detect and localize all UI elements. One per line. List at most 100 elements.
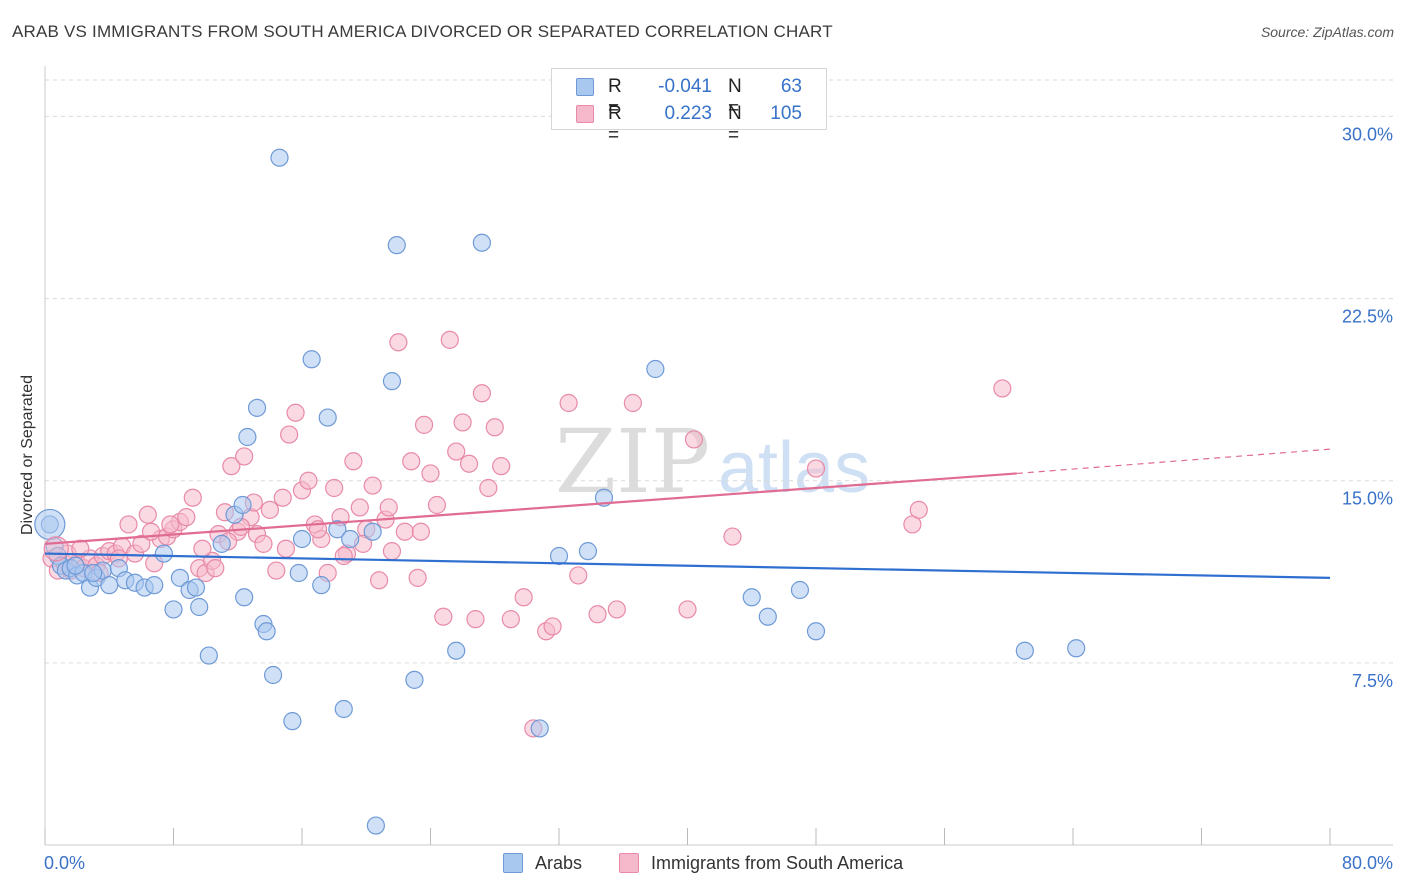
arab-point — [145, 576, 164, 595]
immigrant-point — [183, 488, 202, 507]
immigrant-point — [414, 415, 434, 434]
immigrant-point — [260, 500, 279, 519]
immigrant-point — [723, 527, 742, 546]
arab-point — [283, 712, 302, 731]
arab-point — [34, 508, 66, 541]
y-tick-label: 15.0% — [1342, 489, 1393, 509]
arab-point — [341, 529, 360, 549]
arab-point — [758, 607, 777, 626]
y-tick-label: 30.0% — [1342, 124, 1393, 144]
immigrant-point — [472, 384, 491, 403]
immigrant-point — [402, 452, 421, 471]
immigrant-point — [177, 508, 196, 527]
immigrant-point — [678, 600, 697, 619]
arab-point — [186, 578, 206, 597]
arab-point — [806, 622, 826, 641]
immigrant-point — [909, 500, 928, 519]
n-label: N = — [728, 103, 742, 146]
arab-point — [164, 600, 183, 619]
immigrant-point — [447, 442, 466, 461]
arab-point — [238, 427, 257, 447]
chart-title: ARAB VS IMMIGRANTS FROM SOUTH AMERICA DI… — [12, 22, 833, 41]
immigrant-point — [492, 457, 511, 476]
arab-point — [199, 646, 218, 665]
arab-point — [170, 568, 190, 587]
arab-point — [578, 542, 598, 561]
arab-point — [447, 641, 466, 660]
immigrant-point — [286, 403, 305, 422]
arab-point — [318, 408, 337, 427]
immigrant-point — [334, 546, 353, 566]
immigrant-point — [389, 333, 408, 352]
r-value: 0.223 — [664, 103, 712, 124]
x-tick-label: 80.0% — [1342, 853, 1393, 873]
immigrant-point — [344, 452, 363, 471]
immigrant-point — [501, 610, 520, 629]
chart-source: Source: ZipAtlas.com — [1260, 24, 1394, 40]
immigrant-point — [267, 561, 286, 580]
immigrant-trend-extension — [1016, 448, 1331, 475]
arab-point — [289, 563, 308, 583]
correlation-legend: R = -0.041 N = 63 R = 0.223 N = 105 — [551, 68, 827, 146]
immigrants-legend-swatch — [619, 853, 639, 873]
r-label: R = — [608, 76, 622, 119]
arab-point — [549, 546, 569, 566]
immigrant-trend-line — [44, 472, 1017, 545]
immigrant-point — [299, 471, 318, 490]
series-legend: Arabs Immigrants from South America — [0, 851, 1406, 879]
immigrant-point — [222, 457, 241, 476]
immigrant-point — [607, 600, 626, 619]
arab-point — [1015, 641, 1034, 660]
immigrant-point — [440, 330, 459, 349]
n-value: 105 — [770, 103, 802, 124]
immigrant-point — [161, 515, 180, 534]
arab-point — [247, 398, 267, 417]
arab-point — [292, 529, 312, 549]
immigrant-point — [588, 605, 607, 624]
immigrant-point — [623, 393, 642, 413]
arab-point — [190, 597, 209, 617]
immigrant-point — [569, 566, 588, 585]
immigrant-point — [466, 610, 485, 629]
immigrants-swatch — [576, 105, 594, 123]
arab-point — [472, 233, 491, 252]
immigrant-point — [411, 522, 430, 541]
arab-point — [66, 556, 85, 575]
immigrant-point — [453, 413, 472, 432]
arab-point — [530, 719, 549, 738]
immigrant-point — [395, 522, 414, 541]
immigrant-point — [806, 459, 826, 478]
arab-point — [790, 580, 810, 600]
legend-item-arabs: Arabs — [535, 853, 583, 873]
arab-point — [84, 563, 103, 583]
immigrant-point — [138, 505, 157, 524]
watermark-atlas: atlas — [718, 428, 870, 508]
arab-point — [235, 588, 254, 607]
arabs-swatch — [576, 78, 594, 96]
y-tick-label: 22.5% — [1342, 307, 1393, 327]
immigrant-point — [543, 617, 562, 636]
arab-point — [263, 665, 283, 685]
r-label: R = — [608, 103, 622, 146]
immigrant-point — [459, 454, 479, 473]
immigrant-point — [379, 498, 398, 517]
watermark-zip: ZIP — [555, 410, 710, 513]
arab-point — [1067, 639, 1086, 658]
immigrant-point — [382, 542, 402, 561]
arab-point — [405, 670, 424, 689]
immigrant-point — [193, 539, 212, 558]
n-label: N = — [728, 76, 742, 119]
arab-point — [363, 522, 382, 541]
immigrant-point — [514, 588, 533, 607]
immigrant-point — [408, 568, 427, 587]
arab-point — [646, 359, 665, 379]
immigrant-point — [206, 559, 225, 578]
arab-point — [334, 699, 353, 719]
immigrant-point — [421, 464, 440, 483]
immigrant-point — [254, 534, 273, 553]
immigrant-point — [479, 478, 498, 498]
arab-point — [212, 534, 231, 553]
arab-point — [233, 495, 252, 515]
immigrant-point — [43, 536, 69, 562]
